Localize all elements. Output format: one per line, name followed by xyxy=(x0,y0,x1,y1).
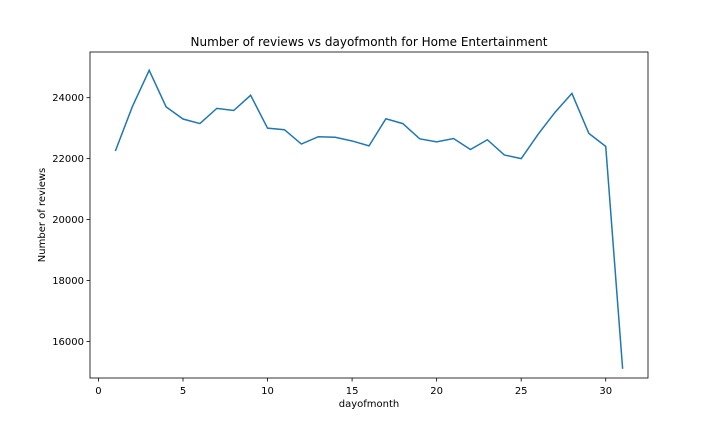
y-tick-label: 18000 xyxy=(52,276,84,287)
points-layer xyxy=(114,69,623,370)
y-axis-label: Number of reviews xyxy=(37,168,48,262)
y-tick-label: 20000 xyxy=(52,215,84,226)
series-line xyxy=(114,68,624,369)
x-tick-label: 25 xyxy=(515,386,528,397)
x-tick-label: 10 xyxy=(261,386,274,397)
y-tick-label: 24000 xyxy=(52,93,84,104)
y-tick-label: 16000 xyxy=(52,337,84,348)
x-tick-label: 20 xyxy=(430,386,443,397)
x-tick-label: 5 xyxy=(180,386,186,397)
y-tick-label: 22000 xyxy=(52,154,84,165)
plot-frame xyxy=(89,51,649,379)
chart-title: Number of reviews vs dayofmonth for Home… xyxy=(191,35,548,49)
x-tick-label: 15 xyxy=(346,386,359,397)
x-axis-label: dayofmonth xyxy=(339,399,400,410)
x-tick-label: 0 xyxy=(95,386,101,397)
ticks-layer: 0 5 10 15 20 25 30 16000 18000 20000 22000 24000 xyxy=(52,93,612,397)
x-tick-label: 30 xyxy=(599,386,612,397)
